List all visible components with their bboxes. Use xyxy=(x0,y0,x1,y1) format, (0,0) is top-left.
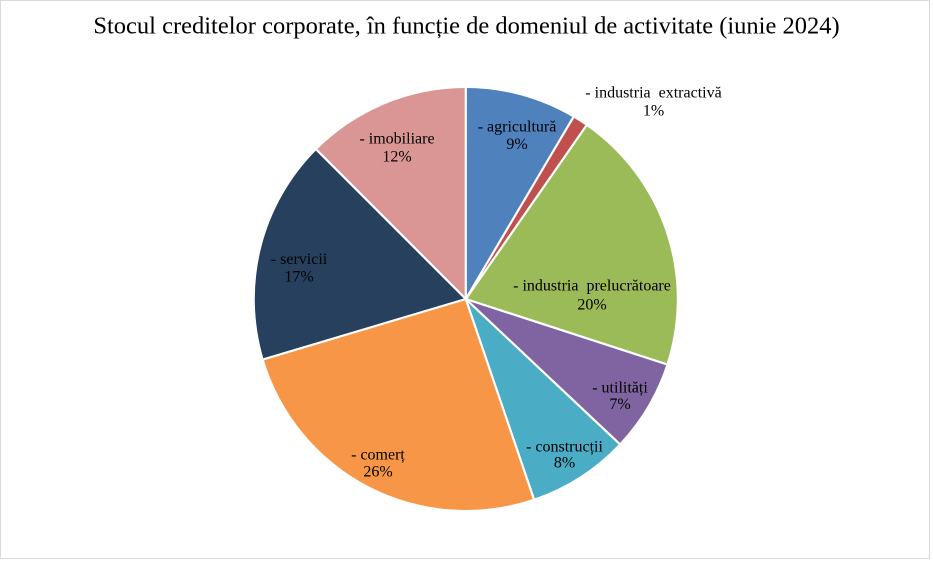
svg-text:Stocul creditelor corporate, î: Stocul creditelor corporate, în funcție … xyxy=(93,13,839,40)
svg-text:20%: 20% xyxy=(577,297,606,314)
svg-text:- utilități: - utilități xyxy=(592,380,648,397)
svg-text:9%: 9% xyxy=(506,136,527,153)
svg-text:1%: 1% xyxy=(643,103,664,120)
svg-text:8%: 8% xyxy=(554,455,575,472)
svg-text:- agricultură: - agricultură xyxy=(478,119,557,136)
svg-text:- industria prelucrătoare: - industria prelucrătoare xyxy=(513,278,671,295)
svg-text:- construcții: - construcții xyxy=(526,438,603,455)
svg-text:- imobiliare: - imobiliare xyxy=(359,131,434,148)
svg-text:12%: 12% xyxy=(382,149,411,166)
svg-text:- servicii: - servicii xyxy=(271,251,328,268)
svg-text:26%: 26% xyxy=(363,464,392,481)
svg-text:- comerț: - comerț xyxy=(351,447,405,464)
svg-text:- industria extractivă: - industria extractivă xyxy=(585,85,721,102)
svg-text:7%: 7% xyxy=(609,396,630,413)
svg-text:17%: 17% xyxy=(284,269,313,286)
